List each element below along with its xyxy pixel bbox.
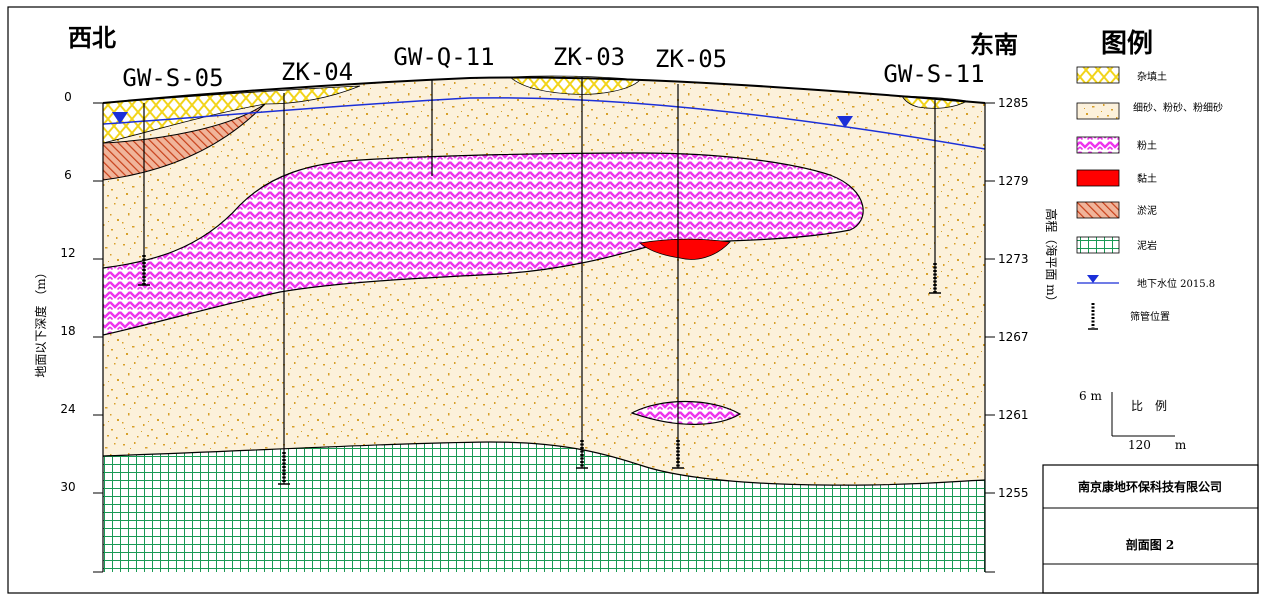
right-axis-tick-label: 1261 [998, 408, 1029, 422]
borehole-label: ZK-05 [655, 45, 727, 73]
legend-label-water: 地下水位 2015.8 [1137, 277, 1215, 290]
scale-bar: 6 m 比 例 120 m [1079, 389, 1187, 452]
left-axis-tick-label: 18 [60, 324, 75, 338]
right-axis-title: 高程（海平面 m） [1044, 208, 1059, 307]
layer-silt-lens [630, 400, 742, 425]
legend-label-screen: 筛管位置 [1130, 310, 1170, 323]
section-layers [102, 75, 986, 572]
layer-fill-zk03 [509, 75, 641, 95]
legend-water-level-icon [1087, 275, 1099, 283]
legend-title: 图例 [1101, 29, 1153, 59]
borehole-label: ZK-04 [281, 58, 353, 86]
borehole: GW-S-11 [883, 60, 985, 294]
scale-horizontal-label: 120 m [1128, 438, 1187, 452]
water-level-marker-right [837, 116, 853, 128]
legend-label-mud: 淤泥 [1137, 204, 1157, 217]
legend-label-silt: 粉土 [1137, 139, 1157, 152]
layer-mudstone [103, 442, 985, 572]
layer-silt-main [102, 152, 864, 336]
direction-left: 西北 [68, 24, 116, 52]
legend-label-clay: 黏土 [1137, 172, 1157, 185]
scale-title: 比 例 [1131, 399, 1167, 413]
legend-screen-pipe-icon [1088, 303, 1098, 330]
right-axis-tick-label: 1267 [998, 330, 1029, 344]
right-elevation-axis: 1285 1279 1273 1267 1261 1255 高程（海平面 m） [984, 96, 1059, 573]
right-axis-tick-label: 1273 [998, 252, 1029, 266]
borehole: ZK-05 [655, 45, 727, 469]
left-axis-tick-label: 6 [64, 168, 72, 182]
layer-clay [639, 238, 731, 260]
legend-swatch-mud [1076, 201, 1120, 219]
title-block: 南京康地环保科技有限公司 剖面图 2 [1042, 464, 1259, 594]
borehole: GW-S-05 [122, 64, 224, 286]
left-axis-tick-label: 24 [60, 402, 75, 416]
legend-swatch-silt [1076, 136, 1120, 154]
legend-swatch-clay [1076, 169, 1120, 187]
ground-surface-line [102, 76, 986, 104]
borehole-label: ZK-03 [553, 43, 625, 71]
left-axis-title: 地面以下深度 （m） [33, 266, 48, 377]
legend-label-sand: 细砂、粉砂、粉细砂 [1133, 103, 1223, 114]
borehole: GW-Q-11 [393, 43, 495, 176]
legend: 图例 杂填土 细砂、粉砂、粉细砂 粉土 黏土 淤泥 泥岩 地下水位 2015.8… [1076, 29, 1223, 330]
direction-right: 东南 [970, 31, 1018, 59]
boreholes: GW-S-05 ZK-04 GW-Q-11 ZK-03 ZK-05 GW-S-11 [122, 43, 985, 485]
drawing-name: 剖面图 2 [1126, 537, 1175, 552]
borehole-label: GW-Q-11 [393, 43, 494, 71]
left-axis-tick-label: 30 [60, 480, 75, 494]
left-axis-tick-label: 0 [64, 90, 72, 104]
water-level-marker-left [112, 112, 128, 124]
legend-label-fill: 杂填土 [1137, 70, 1167, 83]
right-axis-tick-label: 1255 [998, 486, 1029, 500]
right-axis-tick-label: 1285 [998, 96, 1029, 110]
company-name: 南京康地环保科技有限公司 [1078, 479, 1222, 494]
borehole-label: GW-S-11 [883, 60, 984, 88]
scale-vertical-label: 6 m [1079, 389, 1102, 403]
borehole: ZK-03 [553, 43, 625, 469]
left-depth-axis: 0 6 12 18 24 30 地面以下深度 （m） [33, 90, 104, 573]
borehole-label: GW-S-05 [122, 64, 223, 92]
legend-swatch-sand [1076, 102, 1120, 120]
right-axis-tick-label: 1279 [998, 174, 1029, 188]
legend-swatch-mudstone [1076, 236, 1120, 254]
legend-label-mudstone: 泥岩 [1137, 239, 1157, 252]
water-table-line [102, 97, 986, 150]
left-axis-tick-label: 12 [60, 246, 75, 260]
legend-swatch-fill [1076, 66, 1120, 84]
borehole: ZK-04 [278, 58, 353, 485]
layer-fill-left [102, 85, 361, 144]
